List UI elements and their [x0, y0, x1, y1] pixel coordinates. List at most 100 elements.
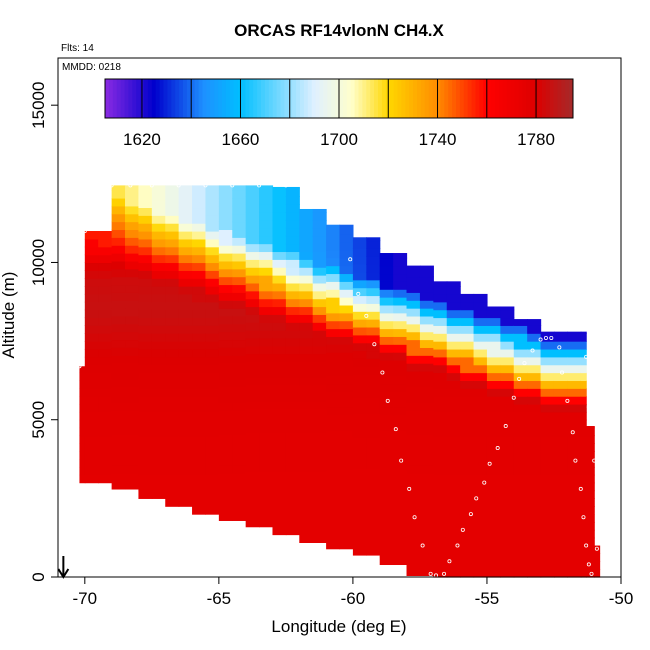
- heatmap-cell: [406, 473, 421, 482]
- heatmap-cell: [299, 259, 314, 268]
- heatmap-cell: [205, 341, 220, 350]
- heatmap-cell: [339, 477, 354, 487]
- heatmap-cell: [299, 448, 314, 457]
- heatmap-cell: [393, 540, 408, 550]
- heatmap-cell: [272, 243, 287, 253]
- heatmap-cell: [540, 331, 555, 334]
- heatmap-cell: [446, 388, 461, 397]
- heatmap-cell: [84, 262, 99, 271]
- heatmap-cell: [473, 333, 488, 342]
- heatmap-cell: [98, 333, 113, 342]
- heatmap-cell: [98, 348, 113, 358]
- colorbar-swatch: [424, 79, 430, 118]
- heatmap-cell: [446, 372, 461, 382]
- heatmap-cell: [218, 308, 233, 317]
- heatmap-cell: [486, 317, 501, 326]
- heatmap-cell: [192, 498, 207, 507]
- heatmap-cell: [446, 514, 461, 523]
- colorbar-swatch: [124, 79, 129, 118]
- heatmap-cell: [580, 341, 587, 350]
- heatmap-cell: [84, 419, 99, 429]
- heatmap-cell: [259, 298, 274, 308]
- heatmap-cell: [125, 268, 140, 278]
- heatmap-cell: [218, 190, 233, 199]
- heatmap-cell: [419, 268, 434, 278]
- heatmap-cell: [567, 545, 582, 555]
- colorbar-swatch: [179, 79, 184, 118]
- colorbar-swatch: [151, 79, 157, 118]
- heatmap-cell: [138, 199, 153, 209]
- heatmap-cell: [393, 344, 408, 353]
- heatmap-cell: [232, 418, 247, 427]
- heatmap-cell: [393, 281, 408, 290]
- heatmap-cell: [84, 435, 99, 444]
- heatmap-cell: [232, 323, 247, 333]
- heatmap-cell: [419, 323, 434, 333]
- heatmap-cell: [165, 451, 180, 460]
- heatmap-cell: [84, 238, 99, 248]
- flight-track-point: [442, 571, 447, 576]
- colorbar-swatch: [420, 79, 426, 118]
- heatmap-cell: [299, 330, 314, 339]
- heatmap-cell: [339, 336, 354, 345]
- heatmap-cell: [379, 383, 394, 393]
- heatmap-cell: [352, 468, 367, 477]
- heatmap-cell: [326, 304, 341, 314]
- heatmap-cell: [178, 404, 193, 413]
- heatmap-cell: [299, 510, 314, 520]
- heatmap-cell: [272, 424, 287, 433]
- heatmap-cell: [165, 364, 180, 374]
- heatmap-cell: [151, 341, 166, 350]
- heatmap-cell: [419, 315, 434, 325]
- heatmap-cell: [178, 451, 193, 460]
- heatmap-cell: [553, 411, 568, 421]
- heatmap-cell: [326, 430, 341, 440]
- heatmap-cell: [500, 333, 515, 342]
- heatmap-cell: [339, 297, 354, 306]
- heatmap-cell: [259, 385, 274, 394]
- heatmap-cell: [540, 553, 555, 562]
- colorbar-swatch: [561, 79, 566, 118]
- heatmap-cell: [473, 545, 488, 555]
- heatmap-cell: [352, 507, 367, 517]
- heatmap-cell: [326, 359, 341, 369]
- heatmap-cell: [165, 356, 180, 366]
- colorbar-swatch: [159, 79, 164, 118]
- heatmap-cell: [513, 356, 528, 366]
- heatmap-cell: [151, 435, 166, 444]
- heatmap-cell: [138, 238, 153, 248]
- heatmap-cell: [285, 463, 300, 473]
- heatmap-cell: [125, 253, 140, 262]
- heatmap-cell: [486, 498, 501, 507]
- heatmap-cell: [285, 188, 300, 197]
- heatmap-cell: [259, 235, 274, 245]
- heatmap-cell: [285, 503, 300, 512]
- heatmap-cell: [513, 482, 528, 492]
- colorbar-swatch: [565, 79, 570, 118]
- heatmap-cell: [366, 366, 381, 375]
- heatmap-cell: [586, 498, 595, 507]
- heatmap-cell: [379, 462, 394, 471]
- heatmap-cell: [165, 185, 180, 193]
- heatmap-cell: [406, 536, 421, 545]
- heatmap-cell: [285, 196, 300, 205]
- heatmap-cell: [379, 289, 394, 298]
- heatmap-cell: [151, 466, 166, 476]
- heatmap-cell: [586, 435, 595, 444]
- heatmap-cell: [406, 339, 421, 348]
- heatmap-cell: [473, 490, 488, 499]
- heatmap-cell: [513, 404, 528, 413]
- heatmap-cell: [232, 394, 247, 404]
- heatmap-cell: [79, 396, 86, 405]
- heatmap-cell: [580, 380, 587, 389]
- x-tick-label: -60: [341, 589, 366, 608]
- heatmap-cell: [393, 509, 408, 518]
- colorbar-swatch: [136, 79, 141, 118]
- heatmap-cell: [366, 507, 381, 517]
- heatmap-cell: [165, 388, 180, 397]
- heatmap-cell: [500, 490, 515, 499]
- heatmap-cell: [433, 301, 448, 311]
- heatmap-cell: [553, 364, 568, 374]
- heatmap-cell: [366, 334, 381, 344]
- heatmap-cell: [580, 521, 587, 531]
